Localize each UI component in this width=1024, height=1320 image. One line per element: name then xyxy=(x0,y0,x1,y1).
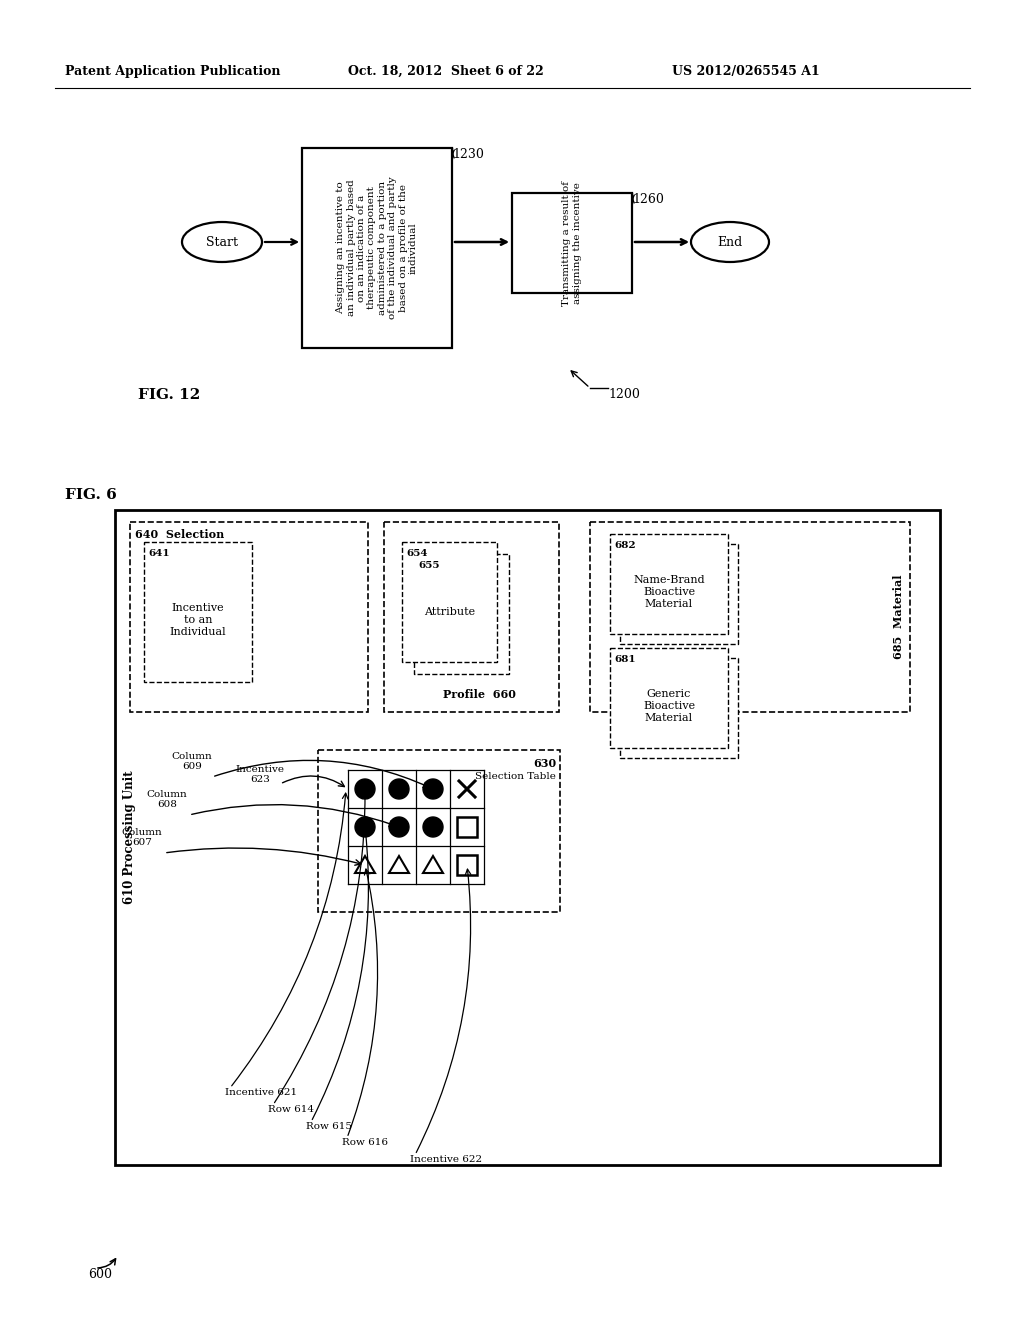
Text: 681: 681 xyxy=(614,655,636,664)
Text: Column
608: Column 608 xyxy=(146,789,187,809)
Bar xyxy=(414,554,509,675)
Text: 640  Selection: 640 Selection xyxy=(135,529,224,540)
Bar xyxy=(318,750,560,912)
Circle shape xyxy=(389,817,409,837)
Text: 600: 600 xyxy=(88,1269,112,1280)
Text: Assigning an incentive to
an individual partly based
on an indication of a
thera: Assigning an incentive to an individual … xyxy=(336,177,418,319)
Text: US 2012/0265545 A1: US 2012/0265545 A1 xyxy=(672,65,820,78)
Text: 655: 655 xyxy=(418,561,439,570)
Bar xyxy=(457,817,477,837)
Text: Start: Start xyxy=(206,235,238,248)
Text: 654: 654 xyxy=(406,549,427,558)
Bar xyxy=(384,521,559,711)
Text: Column
609: Column 609 xyxy=(172,752,212,771)
Circle shape xyxy=(355,779,375,799)
Text: Incentive
623: Incentive 623 xyxy=(236,766,285,784)
Bar xyxy=(115,510,940,1166)
Text: FIG. 12: FIG. 12 xyxy=(138,388,201,403)
Text: 1260: 1260 xyxy=(632,193,664,206)
Text: Attribute: Attribute xyxy=(424,607,475,616)
Bar xyxy=(402,543,497,663)
Text: 1200: 1200 xyxy=(608,388,640,401)
Text: Name-Brand
Bioactive
Material: Name-Brand Bioactive Material xyxy=(633,576,705,609)
Text: Generic
Bioactive
Material: Generic Bioactive Material xyxy=(643,689,695,722)
Bar xyxy=(512,193,632,293)
Text: Incentive 621: Incentive 621 xyxy=(225,1088,297,1097)
Text: Row 616: Row 616 xyxy=(342,1138,388,1147)
Bar xyxy=(457,855,477,875)
Text: 682: 682 xyxy=(614,541,636,550)
Text: End: End xyxy=(718,235,742,248)
Text: Row 614: Row 614 xyxy=(268,1105,314,1114)
Text: Profile  660: Profile 660 xyxy=(443,689,516,700)
Circle shape xyxy=(423,779,443,799)
Bar xyxy=(302,148,452,348)
Circle shape xyxy=(355,817,375,837)
Bar xyxy=(590,521,910,711)
Text: FIG. 6: FIG. 6 xyxy=(65,488,117,502)
Text: Column
607: Column 607 xyxy=(122,828,163,847)
Circle shape xyxy=(423,817,443,837)
Text: Transmitting a result of
assigning the incentive: Transmitting a result of assigning the i… xyxy=(562,181,582,305)
Text: Oct. 18, 2012  Sheet 6 of 22: Oct. 18, 2012 Sheet 6 of 22 xyxy=(348,65,544,78)
Text: Incentive
to an
Individual: Incentive to an Individual xyxy=(170,603,226,636)
Text: Selection Table: Selection Table xyxy=(475,772,556,781)
Bar xyxy=(610,648,728,748)
Bar xyxy=(144,543,252,682)
Bar xyxy=(620,544,738,644)
Text: 641: 641 xyxy=(148,549,170,558)
Bar xyxy=(610,535,728,634)
Text: 630: 630 xyxy=(532,758,556,770)
Text: Incentive 622: Incentive 622 xyxy=(410,1155,482,1164)
Text: Patent Application Publication: Patent Application Publication xyxy=(65,65,281,78)
Text: 610 Processing Unit: 610 Processing Unit xyxy=(123,771,135,904)
Text: 685  Material: 685 Material xyxy=(893,574,904,659)
Text: Row 615: Row 615 xyxy=(306,1122,352,1131)
Bar xyxy=(620,657,738,758)
Text: 1230: 1230 xyxy=(452,148,484,161)
Circle shape xyxy=(389,779,409,799)
Bar xyxy=(130,521,368,711)
